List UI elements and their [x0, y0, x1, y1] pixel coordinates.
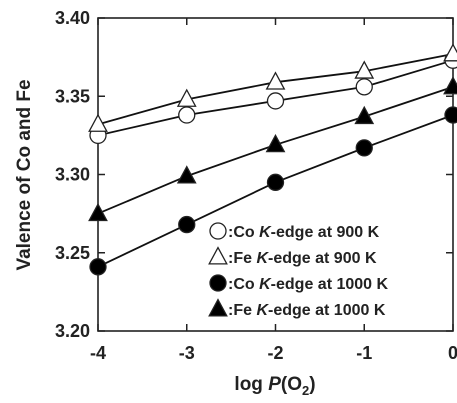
legend-label-co-k-edge-at-900-k: :Co K-edge at 900 K — [228, 224, 380, 241]
y-tick-label: 3.20 — [55, 321, 90, 341]
data-point-co-k-edge-at-1000-k — [178, 215, 196, 234]
data-point-fe-k-edge-at-1000-k — [176, 165, 197, 184]
legend-marker-fe-k-edge-at-900-k — [208, 246, 228, 265]
data-point-co-k-edge-at-900-k — [355, 78, 373, 96]
data-point-fe-k-edge-at-1000-k — [443, 76, 457, 95]
data-point-fe-k-edge-at-1000-k — [354, 105, 375, 125]
legend-label-co-k-edge-at-1000-k: :Co K-edge at 1000 K — [228, 276, 389, 293]
x-tick-label: -4 — [90, 343, 106, 363]
legend-label-fe-k-edge-at-1000-k: :Fe K-edge at 1000 K — [228, 302, 386, 319]
x-tick-label: 0 — [448, 343, 457, 363]
x-tick-label: -2 — [267, 343, 283, 363]
data-point-co-k-edge-at-900-k — [266, 92, 285, 110]
legend: :Co K-edge at 900 K :Fe K-edge at 900 K :C… — [208, 222, 389, 319]
legend-marker-co-k-edge-at-900-k — [209, 222, 227, 240]
data-point-fe-k-edge-at-900-k — [176, 88, 197, 107]
markers — [88, 43, 457, 276]
x-tick-label: -1 — [356, 343, 372, 363]
y-axis-title: Valence of Co and Fe — [14, 79, 35, 270]
data-point-co-k-edge-at-1000-k — [89, 258, 107, 276]
legend-marker-co-k-edge-at-1000-k — [209, 274, 227, 292]
x-tick-label: -3 — [179, 343, 195, 363]
data-point-co-k-edge-at-1000-k — [266, 173, 285, 191]
data-point-co-k-edge-at-1000-k — [444, 106, 457, 124]
legend-label-fe-k-edge-at-900-k: :Fe K-edge at 900 K — [228, 250, 377, 267]
y-tick-label: 3.40 — [55, 8, 90, 28]
legend-marker-fe-k-edge-at-1000-k — [208, 298, 228, 317]
y-tick-label: 3.25 — [55, 243, 90, 263]
data-point-fe-k-edge-at-900-k — [354, 60, 375, 79]
data-point-fe-k-edge-at-900-k — [443, 43, 457, 62]
data-point-fe-k-edge-at-900-k — [88, 113, 108, 132]
x-axis-title: log P(O2) — [234, 374, 315, 398]
data-point-co-k-edge-at-900-k — [178, 106, 196, 124]
y-tick-label: 3.30 — [55, 165, 90, 185]
data-point-fe-k-edge-at-1000-k — [265, 133, 286, 153]
data-point-co-k-edge-at-1000-k — [355, 139, 373, 157]
axis-ticks: 3.20 3.25 3.30 3.35 3.40 -4 -3 -2 -1 0 — [55, 8, 457, 363]
data-point-fe-k-edge-at-900-k — [265, 71, 286, 90]
y-tick-label: 3.35 — [55, 86, 90, 106]
data-point-fe-k-edge-at-1000-k — [88, 202, 108, 222]
